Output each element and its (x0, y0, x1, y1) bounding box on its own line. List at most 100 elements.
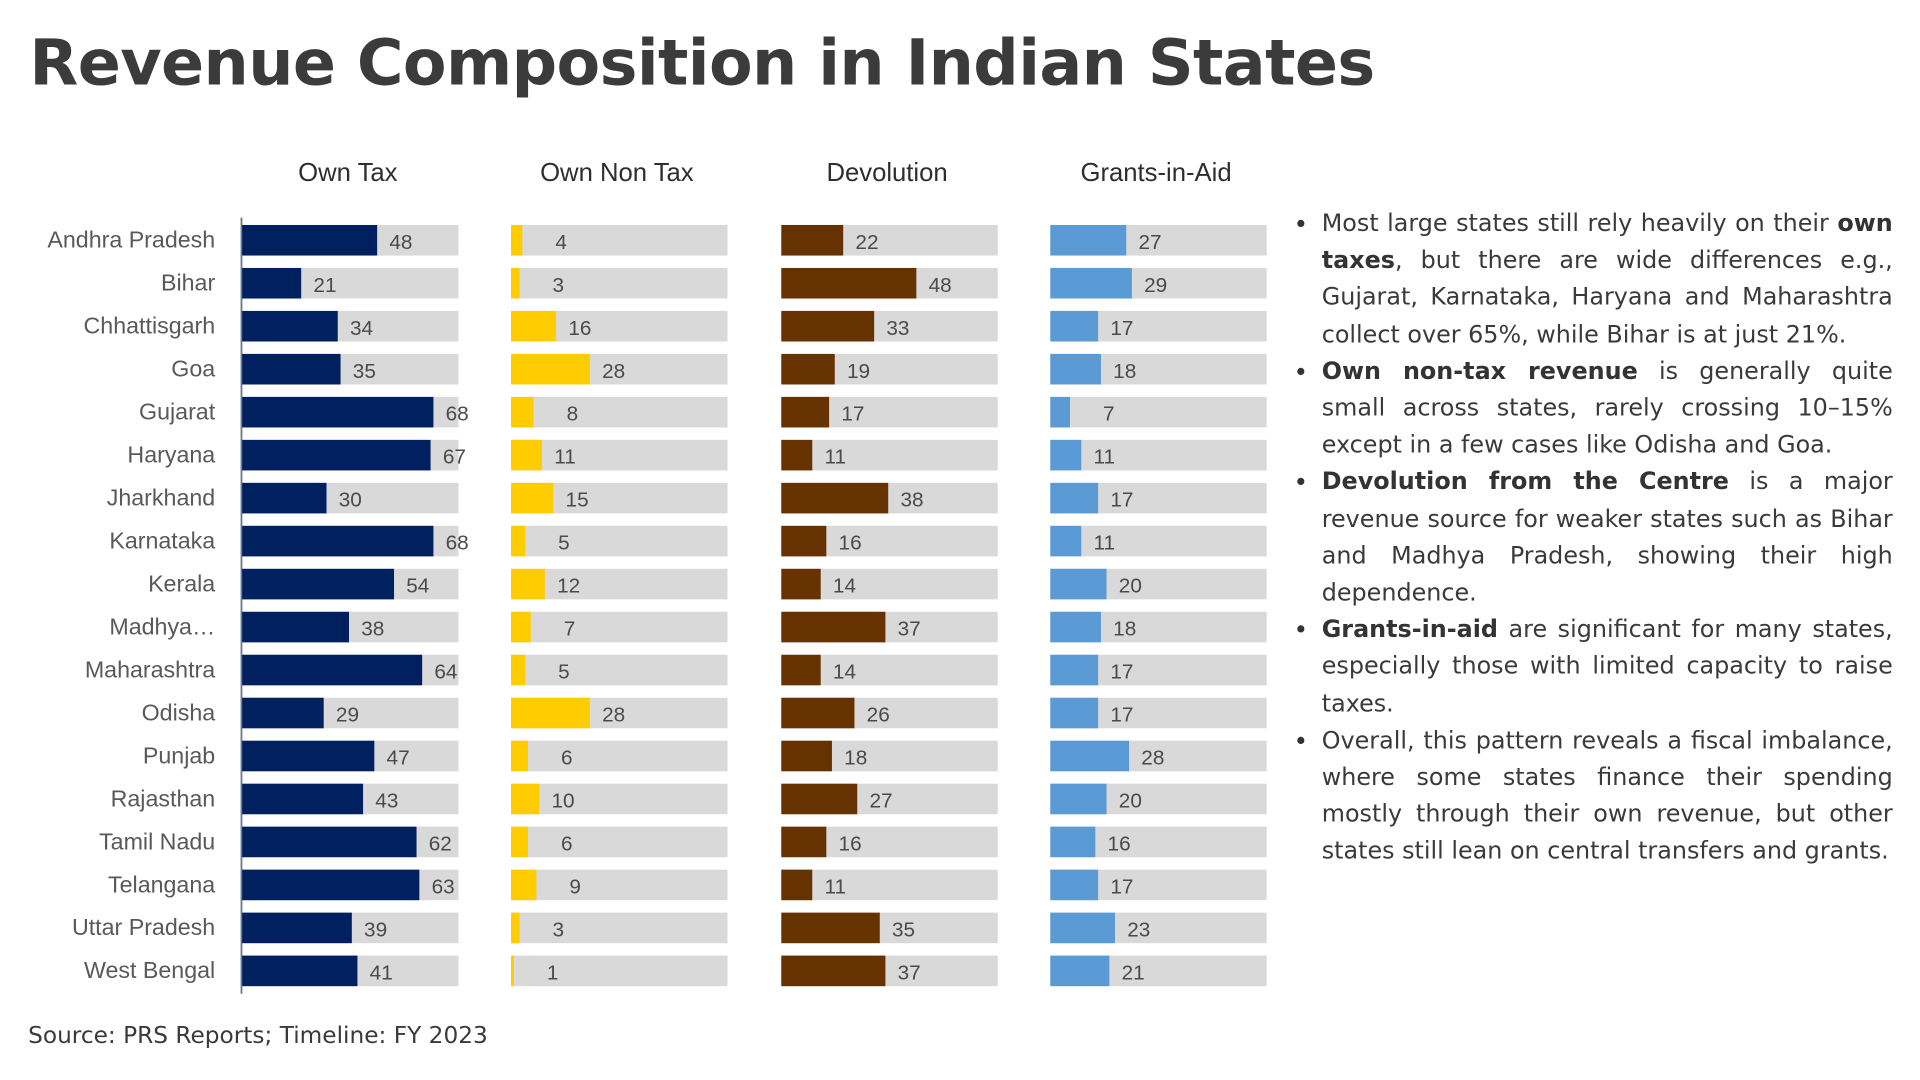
column-header-grants-in-aid: Grants-in-Aid (1080, 159, 1231, 187)
bar-devolution (781, 740, 832, 772)
value-label: 17 (1110, 317, 1133, 340)
bar-devolution (781, 267, 917, 299)
insight-keyword: Grants-in-aid (1321, 615, 1498, 644)
bar-track (511, 783, 728, 815)
bar-grants-in-aid (1050, 783, 1107, 815)
bar-own-tax (242, 439, 431, 471)
bar-own-non-tax (511, 310, 557, 342)
value-label: 23 (1127, 918, 1150, 941)
value-label: 11 (824, 875, 846, 898)
bar-own-non-tax (511, 482, 554, 514)
bar-track (781, 439, 998, 471)
value-label: 17 (1110, 489, 1133, 512)
bar-own-non-tax (511, 697, 590, 729)
value-label: 14 (833, 575, 856, 598)
insight-keyword: own taxes (1321, 209, 1893, 275)
state-label: Rajasthan (111, 785, 216, 811)
bar-track (511, 826, 728, 858)
bar-own-tax (242, 568, 395, 600)
column-header-own-tax: Own Tax (298, 159, 398, 187)
bar-own-non-tax (511, 267, 520, 299)
value-label: 34 (350, 317, 373, 340)
state-label: West Bengal (84, 957, 215, 983)
value-label: 29 (1144, 274, 1167, 297)
value-label: 62 (429, 833, 452, 856)
bar-track (511, 869, 728, 901)
value-label: 8 (567, 403, 579, 426)
bar-own-non-tax (511, 826, 528, 858)
bar-own-non-tax (511, 869, 537, 901)
bar-track (511, 525, 728, 557)
state-label: Telangana (108, 871, 215, 897)
value-label: 11 (554, 446, 576, 469)
value-label: 18 (1113, 360, 1136, 383)
value-label: 16 (568, 317, 591, 340)
column-header-own-non-tax: Own Non Tax (540, 159, 694, 187)
bar-grants-in-aid (1050, 310, 1099, 342)
bar-devolution (781, 826, 827, 858)
bar-own-non-tax (511, 525, 526, 557)
bar-own-tax (242, 826, 417, 858)
bar-own-tax (242, 353, 341, 385)
value-label: 67 (443, 446, 466, 469)
value-label: 11 (824, 446, 846, 469)
bar-own-tax (242, 525, 434, 557)
value-label: 6 (561, 747, 573, 770)
bar-own-tax (242, 611, 350, 643)
value-label: 17 (1110, 661, 1133, 684)
bar-track (511, 568, 728, 600)
value-label: 16 (1108, 833, 1131, 856)
value-label: 35 (353, 360, 376, 383)
bar-grants-in-aid (1050, 611, 1101, 643)
state-label: Kerala (148, 570, 215, 596)
insight-text: are significant for many states, especia… (1321, 615, 1893, 718)
bar-own-non-tax (511, 654, 526, 686)
value-label: 15 (566, 489, 589, 512)
insight-text: Most large states still rely heavily on … (1321, 209, 1838, 238)
state-label: Jharkhand (107, 484, 215, 510)
value-label: 54 (406, 575, 429, 598)
bar-track (511, 955, 728, 987)
bar-track (511, 396, 728, 428)
bar-own-non-tax (511, 396, 534, 428)
bar-devolution (781, 611, 886, 643)
state-label: Uttar Pradesh (72, 914, 215, 940)
value-label: 19 (847, 360, 870, 383)
bar-devolution (781, 568, 821, 600)
bar-devolution (781, 869, 813, 901)
revenue-small-multiples-chart: Own Tax Own Non Tax Devolution Grants-in-Ai… (47, 159, 1267, 994)
bar-own-non-tax (511, 568, 545, 600)
value-label: 3 (553, 918, 565, 941)
bar-devolution (781, 697, 855, 729)
bar-devolution (781, 396, 830, 428)
bar-own-non-tax (511, 224, 523, 256)
value-label: 38 (900, 489, 923, 512)
state-label: Madhya… (109, 613, 215, 639)
state-label: Punjab (143, 742, 215, 768)
insight-text: is generally quite small across states, … (1321, 356, 1893, 459)
bar-own-non-tax (511, 783, 540, 815)
source-note: Source: PRS Reports; Timeline: FY 2023 (28, 1022, 488, 1050)
value-label: 64 (434, 661, 457, 684)
value-label: 63 (432, 875, 455, 898)
value-label: 5 (558, 532, 570, 555)
insight-item: Grants-in-aid are significant for many s… (1294, 612, 1893, 723)
value-label: 1 (547, 961, 559, 984)
bar-devolution (781, 482, 889, 514)
bar-own-tax (242, 310, 338, 342)
bar-own-tax (242, 740, 375, 772)
bar-grants-in-aid (1050, 525, 1082, 557)
bar-own-non-tax (511, 955, 514, 987)
bar-grants-in-aid (1050, 439, 1082, 471)
value-label: 41 (370, 961, 393, 984)
value-label: 21 (313, 274, 336, 297)
bar-own-tax (242, 224, 378, 256)
insight-text: Overall, this pattern reveals a fiscal i… (1321, 726, 1893, 866)
bar-own-non-tax (511, 912, 520, 944)
value-label: 11 (1093, 532, 1115, 555)
key-insights-list: Most large states still rely heavily on … (1294, 205, 1893, 870)
bar-devolution (781, 955, 886, 987)
value-label: 7 (1103, 403, 1115, 426)
